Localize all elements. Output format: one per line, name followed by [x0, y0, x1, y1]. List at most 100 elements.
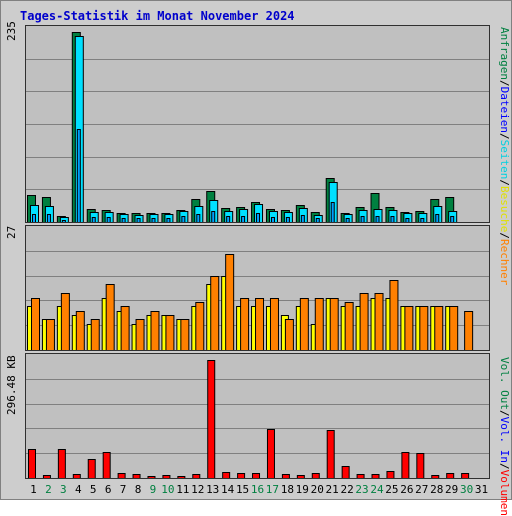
top-legend-item: Seiten — [498, 139, 511, 180]
hits-panel — [25, 25, 490, 223]
sites-bar — [389, 280, 399, 350]
files-bar — [268, 211, 278, 222]
volume-bar — [87, 459, 96, 478]
top-ymax-label: 235 — [5, 21, 18, 41]
x-tick-label: 18 — [280, 483, 294, 496]
x-tick-label: 26 — [400, 483, 414, 496]
pages-bar — [166, 218, 171, 222]
top-legend-item: / — [498, 232, 511, 239]
volume-bar — [252, 473, 261, 478]
sites-bar — [225, 254, 235, 350]
volume-panel — [25, 353, 490, 479]
x-tick-label: 6 — [104, 483, 112, 496]
x-tick-label: 11 — [176, 483, 190, 496]
x-tick-label: 30 — [459, 483, 474, 496]
x-tick-label: 16 — [250, 483, 265, 496]
x-tick-label: 24 — [370, 483, 384, 496]
pages-bar — [196, 214, 201, 222]
x-tick-label: 29 — [445, 483, 459, 496]
top-legend-item: Rechner — [498, 238, 511, 286]
x-tick-label: 20 — [310, 483, 324, 496]
pages-bar — [226, 216, 231, 222]
pages-bar — [375, 216, 380, 222]
volume-bar — [296, 475, 305, 478]
volume-bar — [266, 429, 275, 478]
pages-bar — [360, 216, 365, 222]
x-tick-label: 2 — [45, 483, 52, 496]
pages-bar — [136, 218, 141, 222]
sites-bar — [404, 306, 414, 350]
pages-bar — [345, 218, 350, 222]
volume-chart-svg — [26, 360, 489, 478]
volume-bar — [192, 474, 201, 478]
top-legend-item: Dateien — [498, 86, 511, 133]
x-tick-label: 13 — [206, 483, 220, 496]
x-tick-label: 10 — [161, 483, 175, 496]
x-tick-label: 12 — [191, 483, 205, 496]
volume-bar — [207, 360, 216, 478]
volume-bar — [147, 476, 156, 478]
sites-bar — [180, 319, 190, 350]
sites-bar — [120, 306, 130, 350]
visits-panel — [25, 225, 490, 351]
top-right-legend: Anfragen/Dateien/Seiten/Besuche/Rechner — [491, 27, 512, 357]
volume-bar — [72, 474, 81, 478]
volume-bar — [446, 473, 455, 478]
pages-bar — [300, 215, 305, 222]
sites-bar — [105, 284, 115, 350]
pages-bar — [315, 218, 320, 222]
x-tick-label: 17 — [265, 483, 280, 496]
pages-bar — [76, 129, 81, 222]
x-tick-label: 5 — [89, 483, 97, 496]
volume-bar — [401, 452, 410, 478]
files-bar — [373, 209, 383, 222]
x-tick-label: 25 — [385, 483, 399, 496]
x-tick-label: 19 — [295, 483, 309, 496]
volume-bar — [416, 453, 425, 478]
volume-bar — [117, 473, 126, 478]
files-bar — [418, 213, 428, 222]
bottom-right-legend: Vol. Out/Vol. In/Volumen — [491, 357, 512, 516]
sites-bar — [45, 319, 55, 350]
pages-bar — [181, 216, 186, 222]
sites-bar — [60, 293, 70, 350]
x-axis: 1 2 3 4 5 6 7 8 9 10 11 12 13 14 15 16 17 18 19 20 21 22 23 24 2… — [25, 481, 490, 497]
x-tick-label: 21 — [325, 483, 339, 496]
x-tick-label: 3 — [60, 483, 67, 496]
top-legend-item: Anfragen — [498, 27, 511, 80]
pages-bar — [32, 214, 36, 222]
volume-bar — [42, 475, 51, 478]
x-tick-label: 9 — [149, 483, 157, 496]
x-tick-label: 4 — [74, 483, 82, 496]
sites-bar — [449, 306, 459, 350]
bottom-legend-item: Volumen — [498, 469, 511, 516]
sites-bar — [464, 311, 474, 350]
sites-bar — [284, 319, 294, 350]
sites-bar — [165, 315, 175, 350]
bottom-ymax-label: 296.48 KB — [5, 355, 18, 415]
x-tick-label: 15 — [235, 483, 250, 496]
sites-bar — [269, 298, 279, 350]
pages-bar — [420, 218, 425, 222]
volume-bar — [356, 474, 365, 478]
sites-bar — [299, 298, 309, 350]
volume-bar — [162, 475, 171, 478]
top-legend-item: / — [498, 179, 511, 186]
pages-bar — [241, 216, 246, 222]
volume-bar — [132, 474, 141, 478]
volume-bar — [102, 452, 111, 478]
sites-bar — [31, 298, 40, 350]
x-tick-label: 14 — [221, 483, 235, 496]
pages-bar — [151, 218, 156, 222]
volume-bar — [341, 466, 350, 478]
pages-bar — [285, 217, 290, 222]
sites-bar — [195, 302, 205, 350]
pages-bar — [330, 202, 335, 222]
sites-bar — [90, 319, 100, 350]
sites-bar — [344, 302, 354, 350]
chart-title: Tages-Statistik im Monat November 2024 — [20, 9, 295, 23]
pages-bar — [450, 216, 455, 222]
pages-bar — [390, 216, 395, 222]
sites-bar — [135, 319, 145, 350]
pages-bar — [46, 214, 51, 222]
